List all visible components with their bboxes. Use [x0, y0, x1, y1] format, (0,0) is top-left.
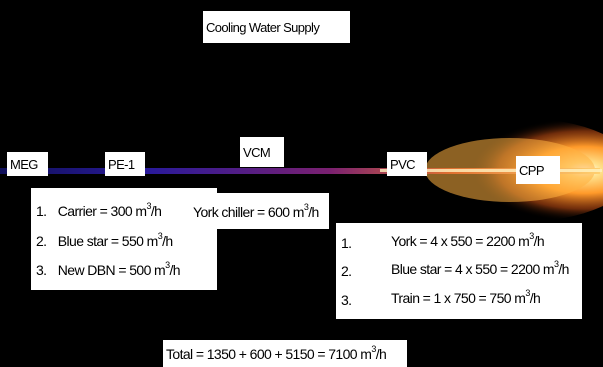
left-list-item: 1. Carrier = 300 m3/h — [36, 201, 162, 219]
total-text: Total = 1350 + 600 + 5150 = 7100 m3/h — [166, 344, 387, 362]
node-cpp: CPP — [516, 156, 560, 184]
left-list-item: 2. Blue star = 550 m3/h — [36, 231, 173, 249]
right-list-item: Blue star = 4 x 550 = 2200 m3/h — [391, 259, 570, 277]
right-list-number: 2. — [341, 263, 352, 279]
node-pvc: PVC — [387, 152, 427, 176]
pipe-line — [0, 168, 600, 174]
total-box — [163, 340, 407, 367]
diagram-title: Cooling Water Supply — [203, 11, 350, 43]
right-list-box — [336, 223, 582, 319]
right-list-number: 3. — [341, 292, 352, 308]
vcm-note-box — [188, 193, 329, 229]
vcm-note: York chiller = 600 m3/h — [193, 202, 319, 220]
node-meg: MEG — [7, 152, 48, 176]
right-list-item: Train = 1 x 750 = 750 m3/h — [391, 288, 541, 306]
right-list-number: 1. — [341, 235, 352, 251]
node-vcm: VCM — [240, 137, 284, 167]
left-list-item: 3. New DBN = 500 m3/h — [36, 260, 181, 278]
right-list-item: York = 4 x 550 = 2200 m3/h — [391, 231, 545, 249]
left-list-box — [31, 188, 217, 290]
pipe-core — [380, 169, 602, 172]
node-pe1: PE-1 — [105, 152, 145, 176]
